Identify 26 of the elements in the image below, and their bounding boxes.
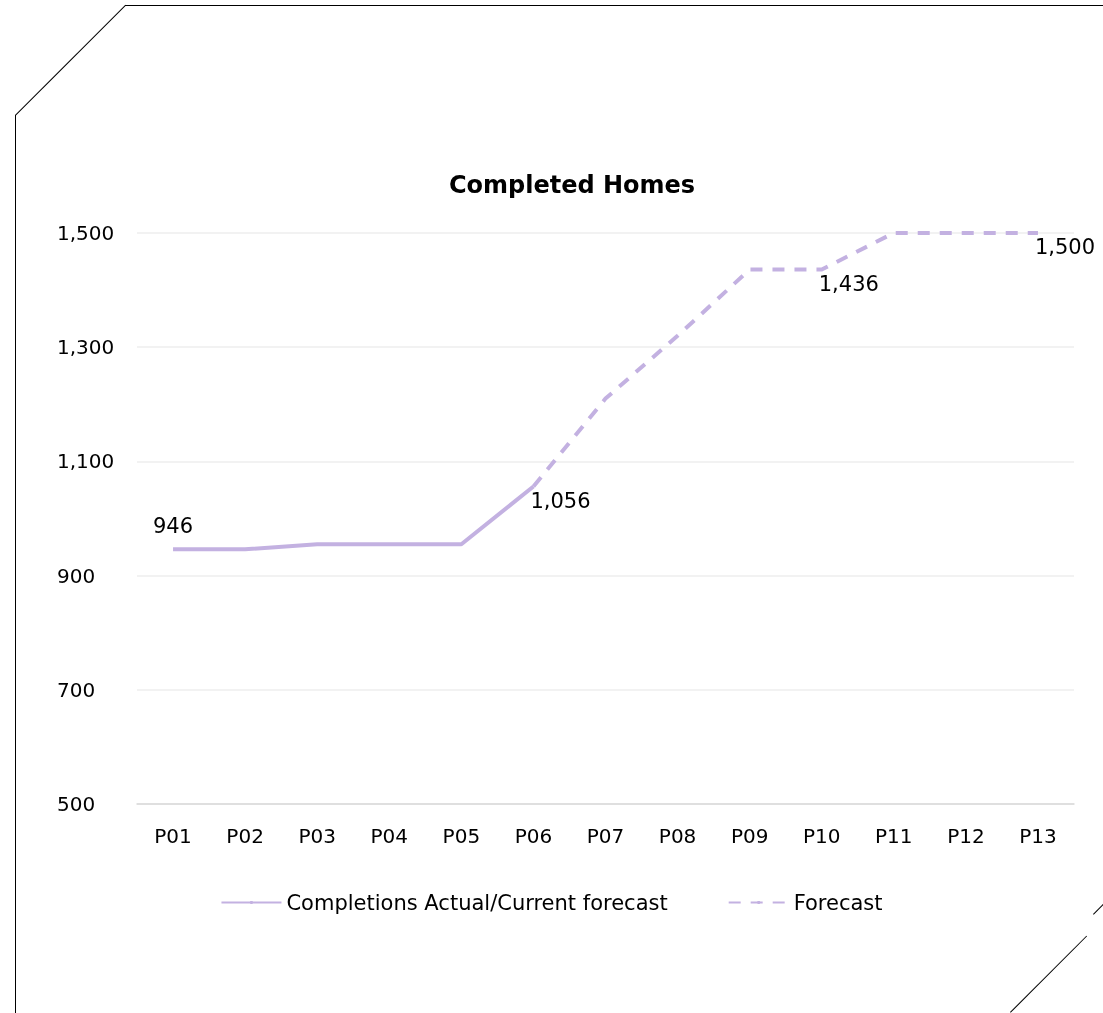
chart-title: Completed Homes xyxy=(448,171,696,199)
x-tick-label: P05 xyxy=(442,824,481,848)
y-tick-label: 700 xyxy=(57,677,96,702)
x-tick-label: P01 xyxy=(154,824,192,848)
legend-label: Completions Actual/Current forecast xyxy=(286,890,668,915)
x-tick-label: P02 xyxy=(226,824,264,848)
y-tick-label: 1,100 xyxy=(57,449,115,474)
data-label: 1,500 xyxy=(1034,235,1096,259)
x-tick-label: P06 xyxy=(514,824,553,848)
x-tick-label: P09 xyxy=(730,824,769,848)
y-tick-label: 900 xyxy=(57,563,96,588)
y-tick-label: 1,300 xyxy=(57,335,115,360)
y-tick-label: 1,500 xyxy=(57,221,115,245)
x-tick-label: P12 xyxy=(947,824,985,848)
x-tick-label: P10 xyxy=(802,824,841,848)
legend-label: Forecast xyxy=(793,890,883,915)
data-label: 946 xyxy=(152,513,194,538)
x-tick-label: P04 xyxy=(370,824,409,848)
data-label: 1,436 xyxy=(818,271,879,296)
data-label: 1,056 xyxy=(530,488,591,513)
x-tick-label: P11 xyxy=(875,824,913,848)
x-tick-label: P08 xyxy=(658,824,697,848)
x-tick-label: P13 xyxy=(1019,824,1057,848)
y-tick-label: 500 xyxy=(57,792,96,816)
x-tick-label: P07 xyxy=(586,824,625,848)
x-tick-label: P03 xyxy=(298,824,336,848)
